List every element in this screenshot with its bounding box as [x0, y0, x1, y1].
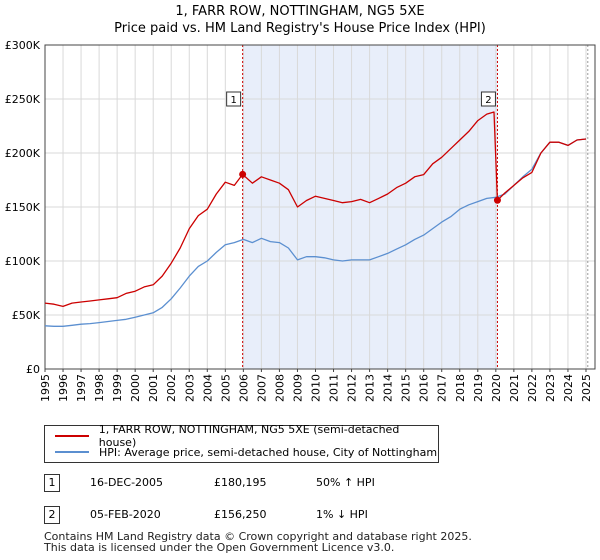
sale-point: [493, 196, 501, 204]
chart-subtitle: Price paid vs. HM Land Registry's House …: [114, 21, 486, 36]
legend-line-hpi: [55, 451, 89, 453]
x-tick-label: 2019: [472, 374, 485, 402]
y-tick-label: £50K: [12, 309, 41, 322]
x-tick-label: 2025: [580, 374, 593, 402]
x-tick-label: 1997: [75, 374, 88, 402]
plot-frame: [44, 44, 596, 370]
y-tick-label: £100K: [5, 255, 41, 268]
x-tick-label: 2012: [346, 374, 359, 402]
x-tick-label: 2004: [201, 374, 214, 402]
x-tick-label: 1998: [93, 374, 106, 402]
x-tick-label: 2017: [436, 374, 449, 402]
legend-line-property: [55, 435, 89, 437]
legend-label-hpi: HPI: Average price, semi-detached house,…: [99, 445, 438, 459]
sale-price: £156,250: [214, 508, 267, 521]
y-tick-label: £0: [26, 363, 40, 376]
x-tick-label: 2003: [183, 374, 196, 402]
x-tick-label: 2009: [291, 374, 304, 402]
chart-title-block: 1, FARR ROW, NOTTINGHAM, NG5 5XE Price p…: [0, 3, 600, 37]
legend-item-hpi: HPI: Average price, semi-detached house,…: [45, 444, 437, 460]
x-tick-label: 1999: [111, 374, 124, 402]
x-tick-label: 2006: [237, 374, 250, 402]
x-tick-label: 2020: [490, 374, 503, 402]
x-tick-label: 2016: [418, 374, 431, 402]
x-tick-label: 2013: [364, 374, 377, 402]
y-tick-label: £200K: [5, 147, 41, 160]
x-tick-label: 2002: [165, 374, 178, 402]
legend-label-property: 1, FARR ROW, NOTTINGHAM, NG5 5XE (semi-d…: [98, 423, 400, 449]
y-tick-label: £300K: [5, 39, 41, 52]
chart-title: 1, FARR ROW, NOTTINGHAM, NG5 5XE: [175, 4, 425, 19]
footer-license: This data is licensed under the Open Gov…: [44, 541, 395, 554]
sale-price: £180,195: [214, 476, 267, 489]
x-tick-label: 2015: [400, 374, 413, 402]
x-tick-label: 2011: [328, 374, 341, 402]
sale-point: [239, 170, 247, 178]
x-tick-label: 1996: [57, 374, 70, 402]
x-tick-label: 1995: [39, 374, 52, 402]
price-chart: £0 £50K £100K £150K £200K £250K £300K 1995 1996 1…: [5, 39, 596, 402]
sale-date: 05-FEB-2020: [90, 508, 161, 521]
x-tick-label: 2023: [544, 374, 557, 402]
sale-hpi-change: 1% ↓ HPI: [316, 508, 368, 521]
legend: 1, FARR ROW, NOTTINGHAM, NG5 5XE (semi-d…: [44, 423, 439, 463]
sale-date: 16-DEC-2005: [90, 476, 164, 489]
x-tick-label: 2022: [526, 374, 539, 402]
y-tick-label: £250K: [5, 93, 41, 106]
sale-number-badge: 2: [44, 506, 60, 524]
footer-copyright: Contains HM Land Registry data © Crown c…: [44, 530, 472, 543]
x-tick-label: 2014: [382, 374, 395, 402]
x-tick-label: 2008: [273, 374, 286, 402]
sale-number-badge: 1: [44, 474, 60, 492]
x-tick-label: 2001: [147, 374, 160, 402]
x-tick-label: 2021: [508, 374, 521, 402]
footer: Contains HM Land Registry data © Crown c…: [44, 531, 472, 553]
sale-label-box: [480, 91, 496, 107]
sale-label-number: 2: [485, 95, 491, 106]
legend-item-property: 1, FARR ROW, NOTTINGHAM, NG5 5XE (semi-d…: [45, 423, 438, 449]
x-tick-label: 2010: [309, 374, 322, 402]
sale-label-box: [226, 91, 242, 107]
sale-label-number: 1: [230, 95, 236, 106]
property-price-line: [44, 111, 587, 308]
x-tick-label: 2005: [219, 374, 232, 402]
sale-hpi-change: 50% ↑ HPI: [316, 476, 375, 489]
x-tick-label: 2018: [454, 374, 467, 402]
x-tick-label: 2000: [129, 374, 142, 402]
x-tick-label: 2007: [255, 374, 268, 402]
x-tick-label: 2024: [562, 374, 575, 402]
y-tick-label: £150K: [5, 201, 41, 214]
